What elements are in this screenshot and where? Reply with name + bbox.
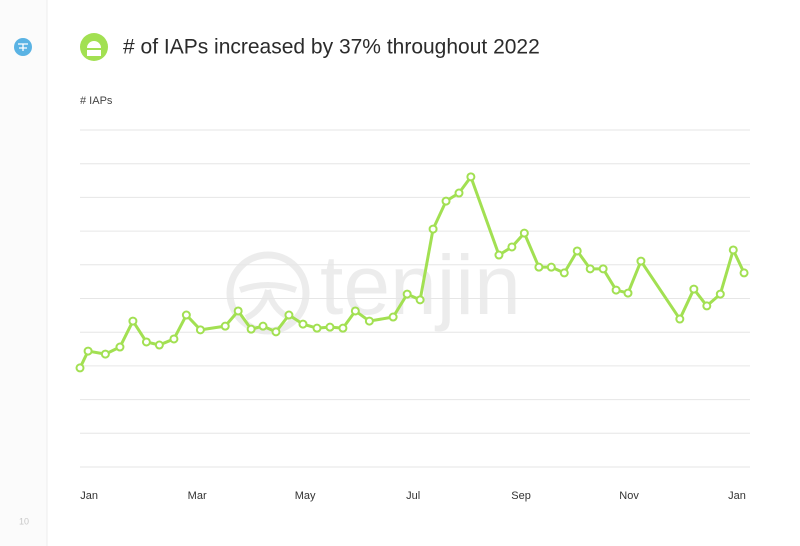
data-point <box>519 228 529 238</box>
watermark-text: tenjin <box>320 238 521 332</box>
data-point <box>75 363 85 373</box>
page-number: 10 <box>19 516 29 526</box>
data-point <box>441 196 451 206</box>
data-point <box>312 323 322 333</box>
data-point <box>181 310 191 320</box>
data-point <box>284 310 294 320</box>
android-icon <box>80 33 108 61</box>
data-point <box>454 188 464 198</box>
data-point <box>338 323 348 333</box>
sidebar <box>0 0 47 546</box>
data-point <box>494 250 504 260</box>
data-point <box>220 321 230 331</box>
data-point <box>728 245 738 255</box>
data-point <box>141 337 151 347</box>
data-point <box>325 322 335 332</box>
x-tick-label: Mar <box>188 490 207 502</box>
data-point <box>195 325 205 335</box>
data-point <box>388 312 398 322</box>
data-point <box>83 346 93 356</box>
x-tick-label: Jan <box>80 490 98 502</box>
y-axis-label: # IAPs <box>80 95 113 107</box>
data-point <box>233 306 243 316</box>
x-tick-label: Nov <box>619 490 639 502</box>
data-point <box>350 306 360 316</box>
data-point <box>715 289 725 299</box>
x-tick-label: Sep <box>511 490 531 502</box>
data-point <box>534 262 544 272</box>
data-point <box>675 314 685 324</box>
data-point <box>739 268 749 278</box>
data-point <box>428 224 438 234</box>
data-point <box>402 289 412 299</box>
data-point <box>611 285 621 295</box>
data-point <box>636 256 646 266</box>
chart-title: # of IAPs increased by 37% throughout 20… <box>123 36 540 59</box>
sidebar-icon <box>14 38 32 56</box>
data-point <box>246 324 256 334</box>
data-point <box>298 319 308 329</box>
data-point <box>507 242 517 252</box>
data-point <box>598 264 608 274</box>
data-point <box>702 301 712 311</box>
data-point <box>258 321 268 331</box>
data-point <box>100 349 110 359</box>
data-point <box>128 316 138 326</box>
watermark: tenjin <box>226 238 521 335</box>
data-point <box>115 342 125 352</box>
data-point <box>572 246 582 256</box>
x-tick-label: Jul <box>406 490 420 502</box>
data-point <box>585 264 595 274</box>
data-point <box>271 327 281 337</box>
data-point <box>466 172 476 182</box>
data-point <box>415 295 425 305</box>
data-point <box>169 334 179 344</box>
data-point <box>689 284 699 294</box>
data-point <box>154 340 164 350</box>
data-point <box>559 268 569 278</box>
data-point <box>364 316 374 326</box>
data-point <box>546 262 556 272</box>
data-point <box>623 288 633 298</box>
x-tick-label: May <box>295 490 316 502</box>
x-tick-label: Jan <box>728 490 746 502</box>
